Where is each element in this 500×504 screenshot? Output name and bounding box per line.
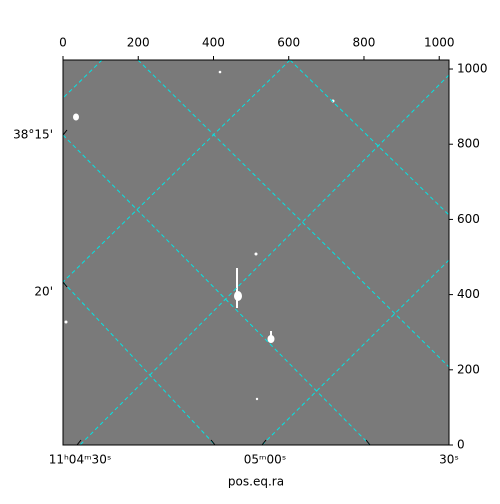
wcs-ticks: [62, 129, 371, 446]
y-tick-label: 400: [457, 287, 480, 301]
y-tick-label: 0: [457, 438, 465, 452]
x-tick-label: 200: [127, 36, 150, 50]
y-tick-label: 800: [457, 137, 480, 151]
ra-tick-label: 11ʰ04ᵐ30ˢ: [49, 453, 112, 467]
y-tick-label: 600: [457, 212, 480, 226]
ra-tick-label: 05ᵐ00ˢ: [244, 453, 287, 467]
frame: [62, 59, 450, 446]
ra-tick-label: 30ˢ: [439, 453, 459, 467]
y-tick-label: 200: [457, 362, 480, 376]
x-tick-label: 0: [59, 36, 67, 50]
dec-tick-label: 38°15': [13, 128, 53, 142]
x-tick-label: 1000: [424, 36, 455, 50]
coordinate-grid: [62, 59, 450, 446]
dec-tick-label: 20': [34, 285, 53, 299]
x-tick-label: 800: [353, 36, 376, 50]
x-axis-label: pos.eq.ra: [228, 475, 284, 489]
y-tick-label: 1000: [457, 62, 488, 76]
x-tick-label: 400: [202, 36, 225, 50]
x-tick-label: 600: [277, 36, 300, 50]
stars: [64, 70, 335, 401]
